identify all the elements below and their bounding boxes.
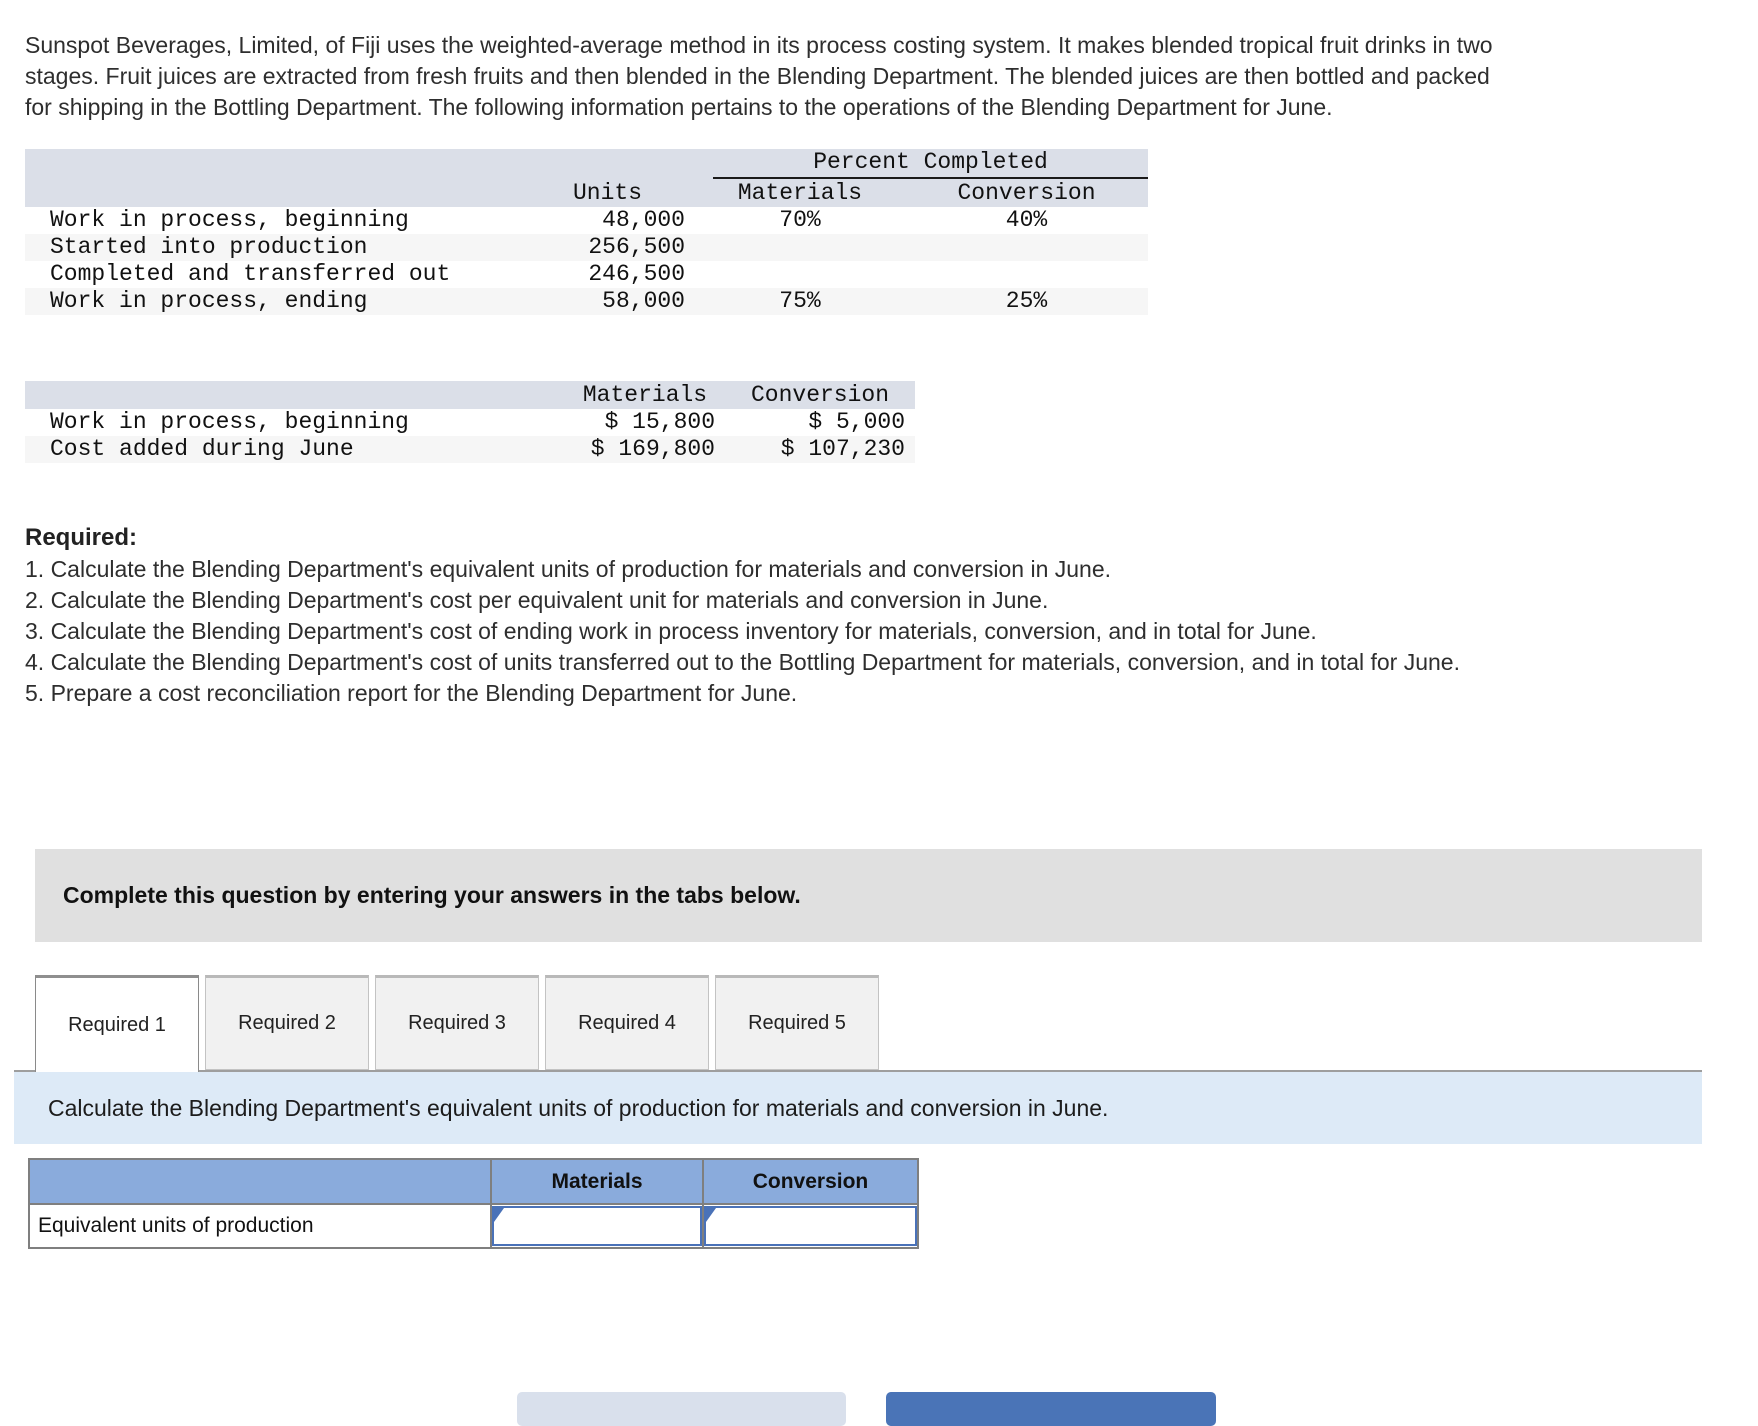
answer-table-corner [28, 1158, 492, 1205]
row-label: Completed and transferred out [50, 261, 451, 287]
conversion-column-header: Conversion [702, 1158, 919, 1205]
conversion-input-cell [702, 1203, 919, 1249]
cost-table: Materials Conversion Work in process, be… [25, 381, 915, 463]
percent-completed-group-header: Percent Completed [695, 149, 1149, 179]
units-value: 246,500 [588, 261, 685, 287]
table-row: Completed and transferred out 246,500 [25, 261, 1148, 288]
table-row: Equivalent units of production [28, 1203, 919, 1249]
tab-panel: Calculate the Blending Department's equi… [14, 1070, 1702, 1144]
required-item-4: 4. Calculate the Blending Department's c… [25, 649, 1460, 675]
conversion-percent [905, 234, 1149, 261]
materials-input[interactable] [492, 1206, 702, 1246]
row-label: Work in process, ending [25, 288, 520, 315]
table-row: Work in process, beginning 48,000 70% 40… [25, 207, 1148, 234]
materials-column-header: Materials [565, 381, 725, 409]
prev-nav-button-partial[interactable] [517, 1392, 846, 1426]
equivalent-units-row-label: Equivalent units of production [28, 1203, 492, 1249]
materials-column-header: Materials [490, 1158, 704, 1205]
materials-percent: 75% [695, 288, 905, 315]
complete-question-banner: Complete this question by entering your … [35, 849, 1702, 942]
problem-statement: Sunspot Beverages, Limited, of Fiji uses… [25, 32, 1493, 120]
next-nav-button-partial[interactable] [886, 1392, 1216, 1426]
units-value: 48,000 [602, 207, 685, 233]
materials-cost: $ 169,800 [565, 436, 725, 463]
required-item-5: 5. Prepare a cost reconciliation report … [25, 680, 798, 706]
answer-table: Materials Conversion Equivalent units of… [28, 1158, 919, 1249]
materials-cost: $ 15,800 [604, 409, 715, 435]
conversion-cost: $ 107,230 [725, 436, 915, 463]
table-row: Started into production 256,500 [25, 234, 1149, 261]
required-section: Required: 1. Calculate the Blending Depa… [25, 521, 1525, 709]
conversion-percent [905, 261, 1148, 288]
units-column-header: Units [520, 179, 695, 207]
row-label: Work in process, beginning [50, 409, 409, 435]
materials-column-header: Materials [695, 179, 905, 207]
conversion-percent: 40% [1005, 207, 1048, 233]
tab-required-5[interactable]: Required 5 [715, 975, 879, 1070]
units-table: Percent Completed Units Materials Conver… [25, 149, 1149, 315]
cell-flag-icon [706, 1208, 716, 1222]
cell-flag-icon [494, 1208, 504, 1222]
materials-percent [695, 234, 905, 261]
materials-percent: 70% [779, 207, 821, 233]
row-label: Cost added during June [25, 436, 565, 463]
conversion-column-header: Conversion [905, 179, 1149, 207]
materials-input-cell [490, 1203, 704, 1249]
row-label: Started into production [25, 234, 520, 261]
tab-required-1[interactable]: Required 1 [35, 975, 199, 1072]
units-value: 58,000 [520, 288, 695, 315]
conversion-percent: 25% [905, 288, 1149, 315]
table-row: Work in process, ending 58,000 75% 25% [25, 288, 1149, 315]
tab-required-3[interactable]: Required 3 [375, 975, 539, 1070]
required-tabs: Required 1 Required 2 Required 3 Require… [35, 975, 1758, 1072]
units-value: 256,500 [520, 234, 695, 261]
required-item-2: 2. Calculate the Blending Department's c… [25, 587, 1049, 613]
row-label: Work in process, beginning [50, 207, 409, 233]
conversion-cost: $ 5,000 [808, 409, 905, 435]
tab-required-4[interactable]: Required 4 [545, 975, 709, 1070]
conversion-input[interactable] [704, 1206, 917, 1246]
table-row: Cost added during June $ 169,800 $ 107,2… [25, 436, 915, 463]
materials-percent [695, 261, 905, 288]
instruction-bar: Calculate the Blending Department's equi… [14, 1072, 1702, 1144]
tab-required-2[interactable]: Required 2 [205, 975, 369, 1070]
required-item-3: 3. Calculate the Blending Department's c… [25, 618, 1317, 644]
table-row: Work in process, beginning $ 15,800 $ 5,… [25, 409, 915, 436]
conversion-column-header: Conversion [725, 381, 915, 409]
required-item-1: 1. Calculate the Blending Department's e… [25, 556, 1112, 582]
required-heading: Required: [25, 524, 138, 551]
instruction-text: Calculate the Blending Department's equi… [48, 1094, 1109, 1121]
